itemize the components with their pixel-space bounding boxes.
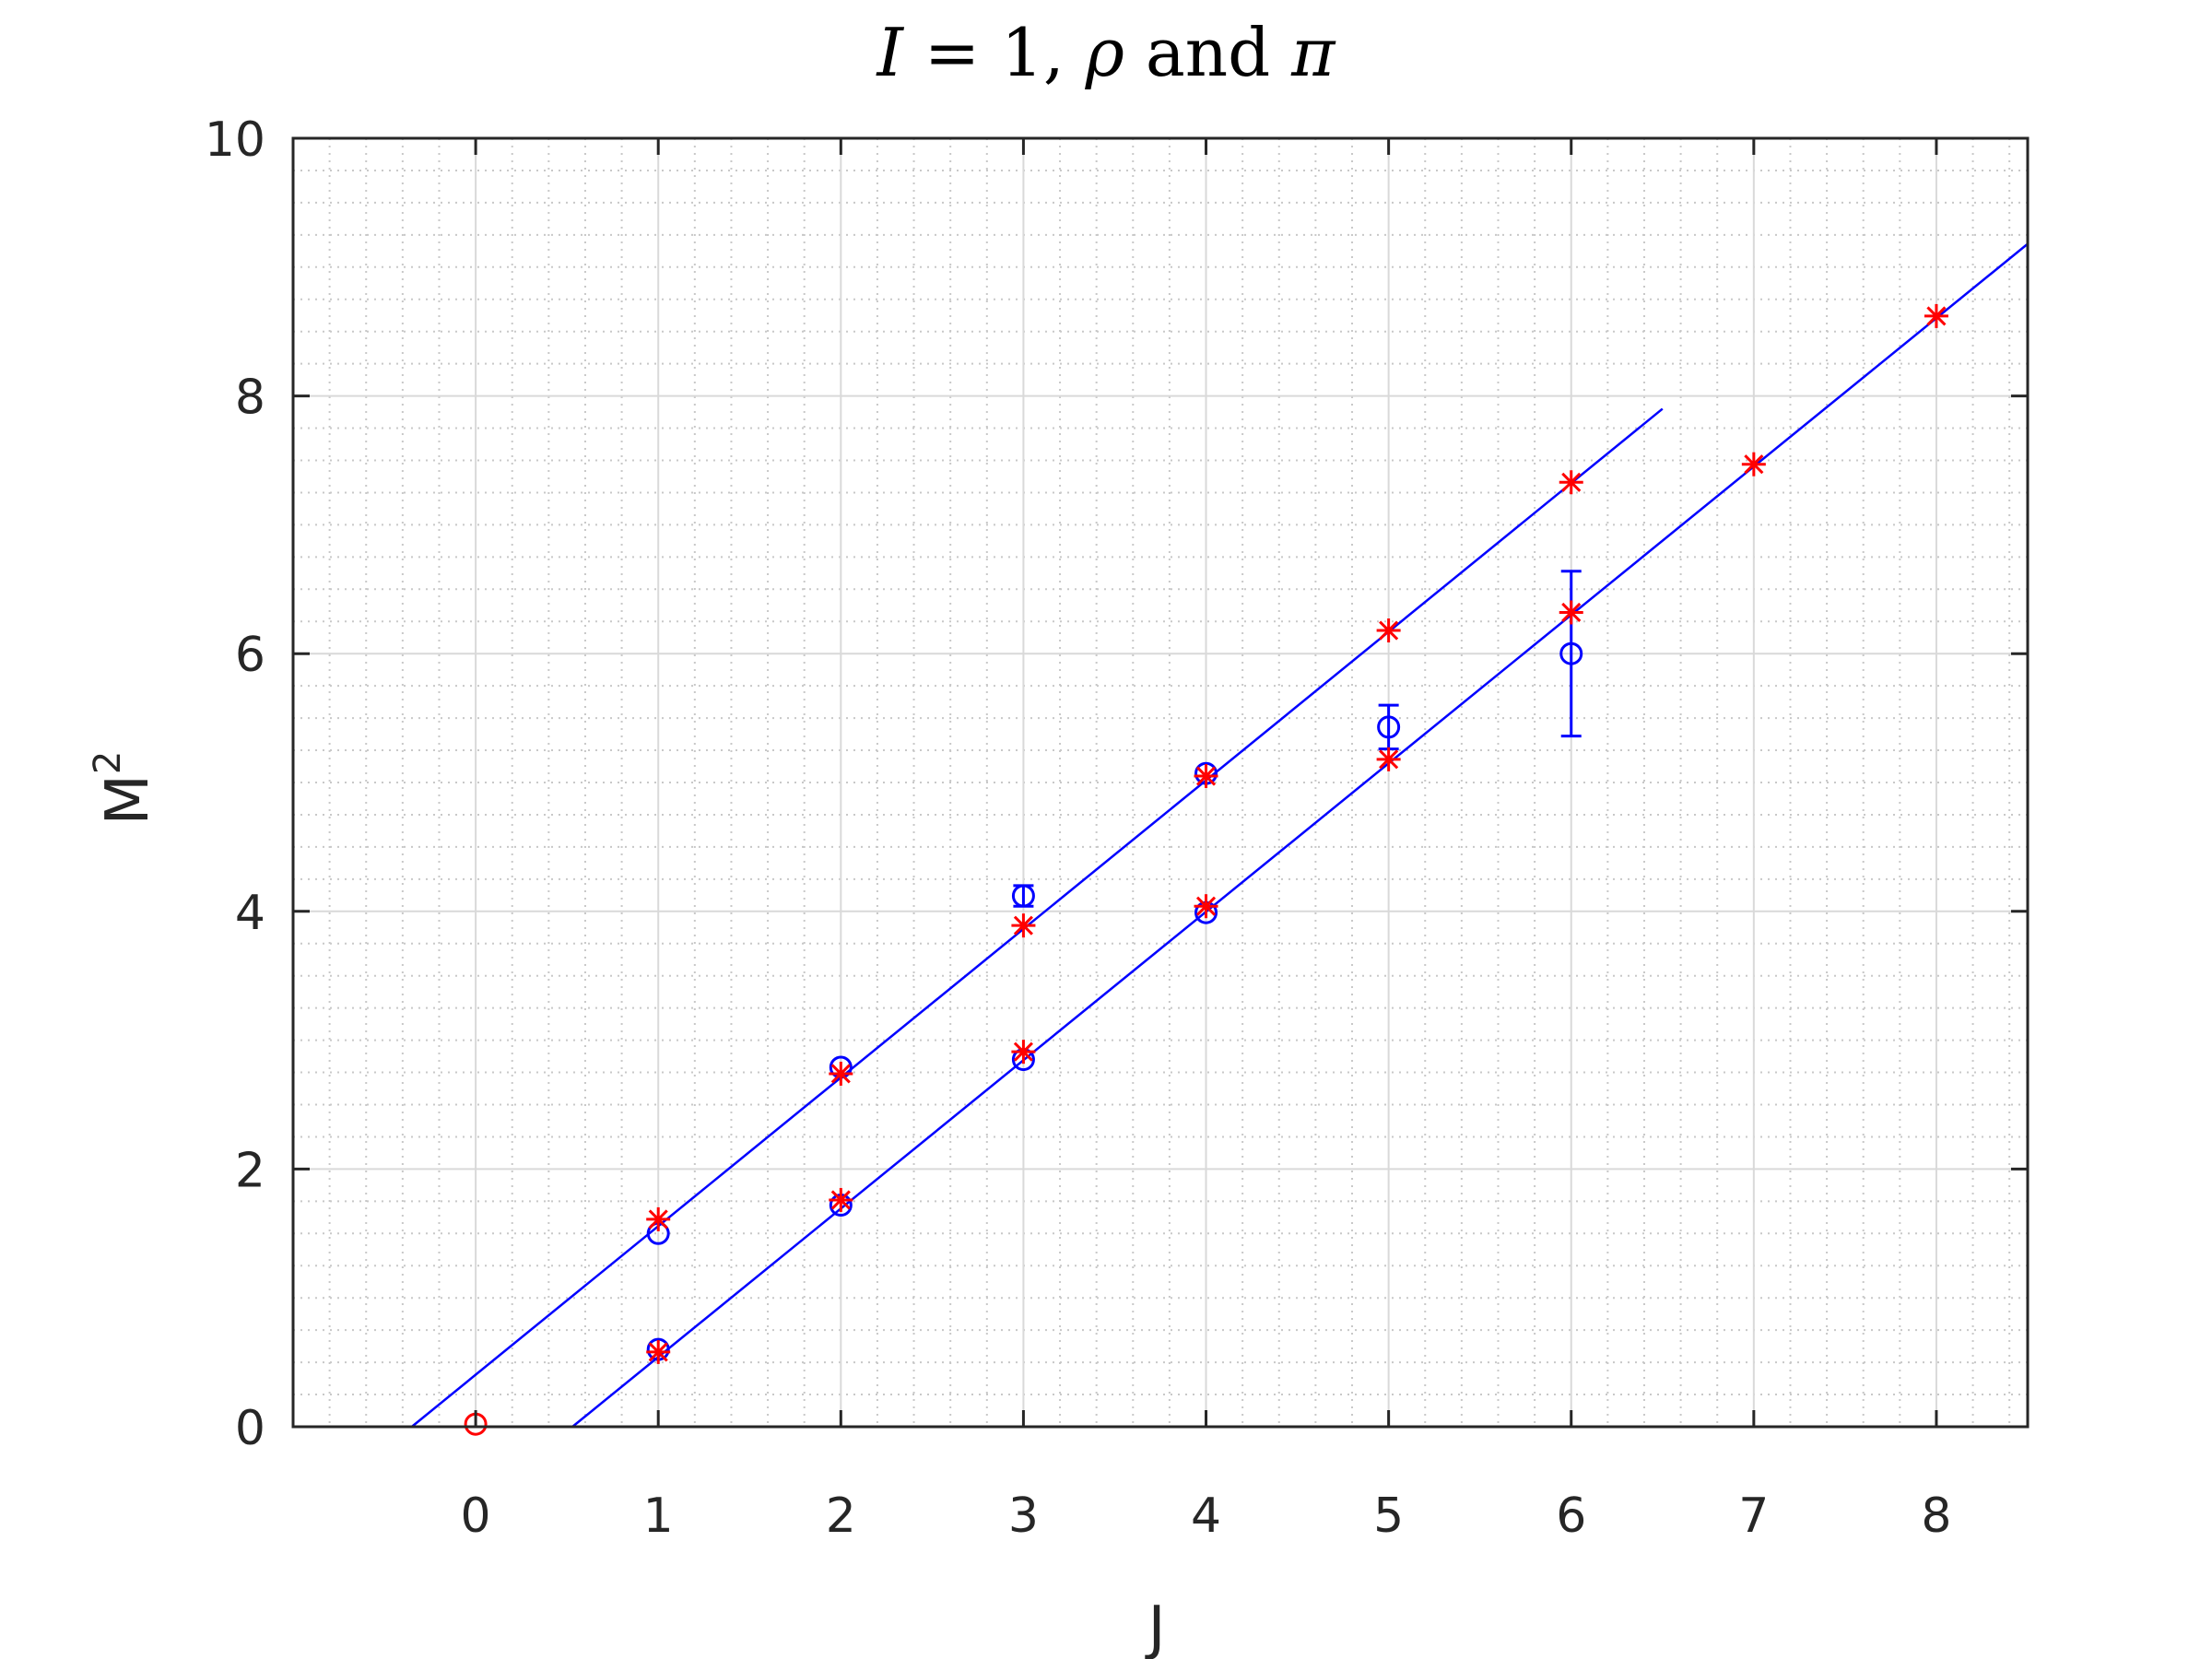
calculated-point (1376, 747, 1401, 771)
calculated-point (829, 1061, 853, 1086)
calculated-point (829, 1187, 853, 1212)
plot-frame (291, 136, 2030, 1429)
x-tick-label: 6 (1556, 1488, 1586, 1544)
calculated-point (1559, 470, 1583, 495)
calculated-point (1924, 303, 1948, 328)
asterisk-stroke (1561, 602, 1582, 623)
tick-labels: 0 1 2 3 4 5 6 7 8 0 2 4 6 8 10 (205, 112, 1952, 1544)
chart-title-part: ρ (1085, 14, 1124, 91)
x-tick-label: 2 (826, 1488, 856, 1544)
calculated-point (1376, 618, 1401, 643)
chart-title-part: π (1290, 14, 1336, 91)
x-tick-label: 3 (1008, 1488, 1039, 1544)
asterisk-stroke (1561, 472, 1582, 492)
calculated-point (1011, 913, 1036, 938)
asterisk-stroke (1013, 915, 1033, 935)
asterisk-stroke (1379, 749, 1399, 770)
x-tick-label: 0 (461, 1488, 491, 1544)
y-axis-title-superscript: 2 (87, 751, 129, 774)
chart-title-part: = 1, (903, 14, 1086, 91)
y-tick-label: 4 (235, 886, 265, 941)
asterisk-stroke (1195, 896, 1217, 916)
asterisk-stroke (1195, 766, 1217, 786)
asterisk-stroke (648, 1342, 668, 1362)
experimental-point (1559, 641, 1583, 665)
experimental-point (1011, 884, 1035, 908)
y-tick-label: 10 (205, 112, 265, 168)
x-tick-label: 8 (1921, 1488, 1951, 1544)
calculated-point (1194, 894, 1218, 919)
calculated-point (1741, 452, 1766, 477)
asterisk-stroke (648, 1209, 668, 1230)
asterisk-stroke (1013, 1041, 1033, 1062)
asterisk-stroke (830, 1064, 851, 1084)
fit-line (571, 242, 2029, 1428)
experimental-point (1377, 715, 1401, 739)
calculated-point (1011, 1040, 1036, 1065)
x-tick-label: 5 (1373, 1488, 1404, 1544)
x-tick-label: 7 (1738, 1488, 1769, 1544)
y-tick-label: 6 (235, 628, 265, 683)
asterisk-stroke (1744, 454, 1764, 475)
x-axis-title: J (1145, 1594, 1166, 1659)
calculated-point (646, 1206, 671, 1231)
axes (291, 136, 2030, 1429)
y-axis-title-group: M2 (87, 751, 162, 826)
asterisk-stroke (1926, 306, 1947, 326)
chart-title-part: I (876, 14, 905, 91)
y-tick-label: 2 (235, 1143, 265, 1198)
fit-line (410, 407, 1664, 1428)
chart-title-part: and (1124, 14, 1291, 91)
x-tick-label: 4 (1191, 1488, 1221, 1544)
y-tick-label: 0 (235, 1401, 265, 1456)
experimental-points (646, 570, 1583, 1361)
y-tick-label: 8 (235, 371, 265, 426)
calculated-points (464, 303, 1948, 1436)
calculated-point (1194, 764, 1218, 789)
asterisk-stroke (1379, 620, 1399, 641)
chart-title: I = 1, ρ and π (876, 14, 1337, 91)
grid (293, 137, 2028, 1428)
asterisk-stroke (830, 1190, 851, 1210)
fit-lines (410, 242, 2029, 1428)
calculated-point (1559, 600, 1583, 625)
y-axis-title-main: M (94, 774, 162, 825)
calculated-point (646, 1339, 671, 1364)
x-tick-label: 1 (643, 1488, 674, 1544)
y-axis-title: M2 (87, 751, 162, 826)
